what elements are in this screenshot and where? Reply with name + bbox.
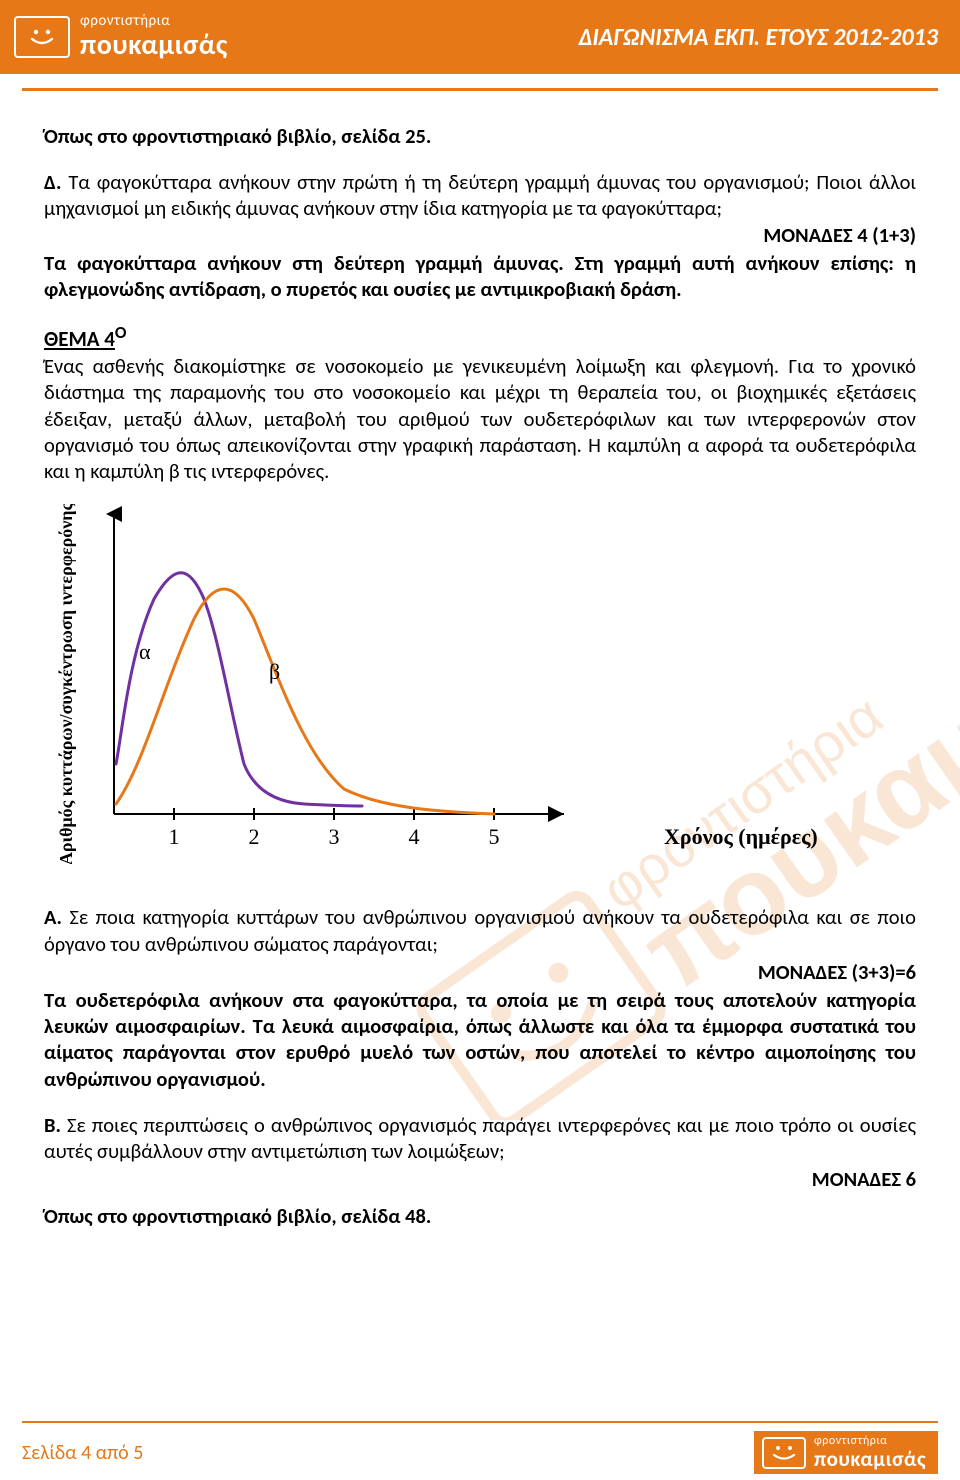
answer-D: Τα φαγοκύτταρα ανήκουν στη δεύτερη γραμμ… — [44, 250, 916, 302]
logo-icon — [14, 16, 70, 58]
svg-text:5: 5 — [489, 824, 500, 849]
chart-svg: 1 2 3 4 5 Χρόνος (ημέρες) α β Αριθμός κυττάρων/σ… — [44, 504, 824, 864]
answer-A: Τα ουδετερόφιλα ανήκουν στα φαγοκύτταρα,… — [44, 987, 916, 1092]
svg-text:2: 2 — [249, 824, 260, 849]
footer-logo-line2: πουκαμισάς — [814, 1448, 926, 1470]
label-D: Δ. — [44, 169, 61, 195]
points-A: ΜΟΝΑΔΕΣ (3+3)=6 — [44, 959, 916, 985]
thema-4-sup: Ο — [115, 322, 127, 343]
points-B: ΜΟΝΑΔΕΣ 6 — [44, 1166, 916, 1192]
text-A: Σε ποια κατηγορία κυττάρων του ανθρώπινο… — [44, 904, 916, 956]
thema-4-heading: ΘΕΜΑ 4Ο — [44, 322, 916, 353]
logo-line2: πουκαμισάς — [80, 30, 228, 59]
footer: Σελίδα 4 από 5 φροντιστήρια πουκαμισάς — [0, 1421, 960, 1480]
label-B: Β. — [44, 1112, 61, 1138]
question-D: Δ. Τα φαγοκύτταρα ανήκουν στην πρώτη ή τ… — [44, 169, 916, 221]
footer-logo-icon — [762, 1437, 806, 1469]
text-D: Τα φαγοκύτταρα ανήκουν στην πρώτη ή τη δ… — [44, 169, 916, 221]
text-B: Σε ποιες περιπτώσεις ο ανθρώπινος οργανι… — [44, 1112, 916, 1164]
bottom-divider — [22, 1421, 938, 1423]
svg-text:Αριθμός κυττάρων/συγκέντρωση ι: Αριθμός κυττάρων/συγκέντρωση ιντερφερόνη… — [56, 504, 76, 864]
svg-text:Χρόνος (ημέρες): Χρόνος (ημέρες) — [664, 824, 818, 849]
ref-line-25: Όπως στο φροντιστηριακό βιβλίο, σελίδα 2… — [44, 123, 916, 149]
header-title: ΔΙΑΓΩΝΙΣΜΑ ΕΚΠ. ΕΤΟΥΣ 2012-2013 — [578, 23, 938, 52]
question-A: Α. Σε ποια κατηγορία κυττάρων του ανθρώπ… — [44, 904, 916, 956]
chart-container: 1 2 3 4 5 Χρόνος (ημέρες) α β Αριθμός κυττάρων/σ… — [44, 504, 916, 864]
svg-text:1: 1 — [169, 824, 180, 849]
header-logo: φροντιστήρια πουκαμισάς — [14, 14, 228, 59]
thema-4-label: ΘΕΜΑ 4 — [44, 326, 115, 352]
page-content: Όπως στο φροντιστηριακό βιβλίο, σελίδα 2… — [0, 91, 960, 1229]
page-number: Σελίδα 4 από 5 — [22, 1441, 143, 1465]
points-D: ΜΟΝΑΔΕΣ 4 (1+3) — [44, 222, 916, 248]
label-A: Α. — [44, 904, 62, 930]
svg-text:β: β — [269, 659, 280, 684]
footer-logo: φροντιστήρια πουκαμισάς — [754, 1431, 938, 1474]
svg-text:3: 3 — [329, 824, 340, 849]
svg-text:4: 4 — [409, 824, 420, 849]
header-bar: φροντιστήρια πουκαμισάς ΔΙΑΓΩΝΙΣΜΑ ΕΚΠ. … — [0, 0, 960, 74]
answer-B-ref: Όπως στο φροντιστηριακό βιβλίο, σελίδα 4… — [44, 1203, 916, 1229]
thema-4-text: Ένας ασθενής διακομίστηκε σε νοσοκομείο … — [44, 353, 916, 484]
question-B: Β. Σε ποιες περιπτώσεις ο ανθρώπινος οργ… — [44, 1112, 916, 1164]
svg-text:α: α — [139, 639, 151, 664]
